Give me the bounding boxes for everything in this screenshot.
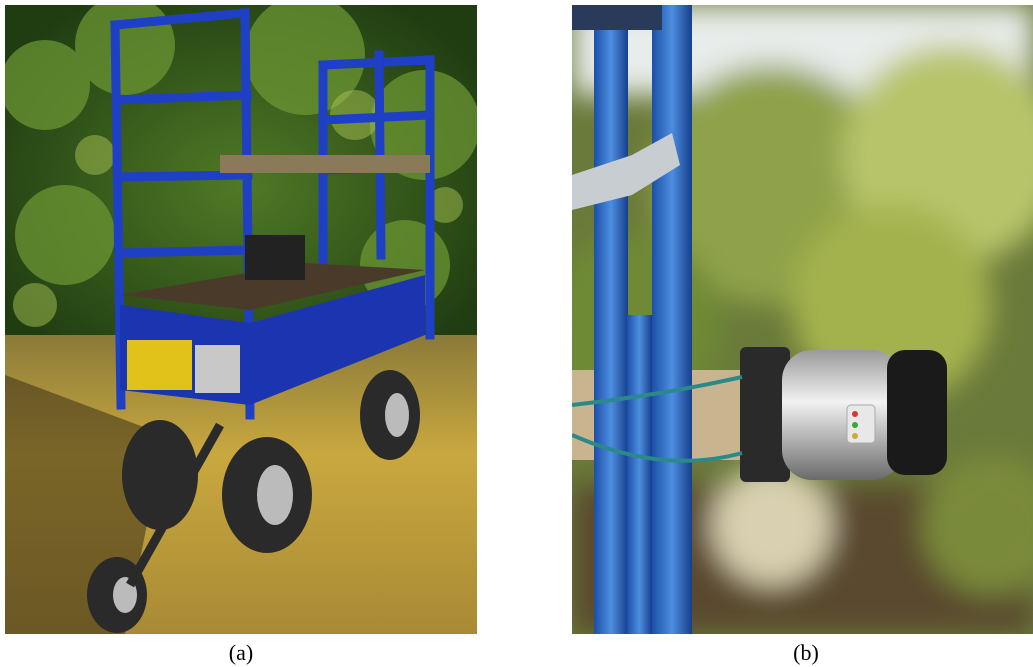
panel-label: (a) (181, 640, 301, 666)
photo-a (5, 5, 477, 634)
panel-label: (b) (746, 640, 866, 666)
photo-b (572, 5, 1033, 634)
figure: (a) (b) (0, 0, 1033, 667)
